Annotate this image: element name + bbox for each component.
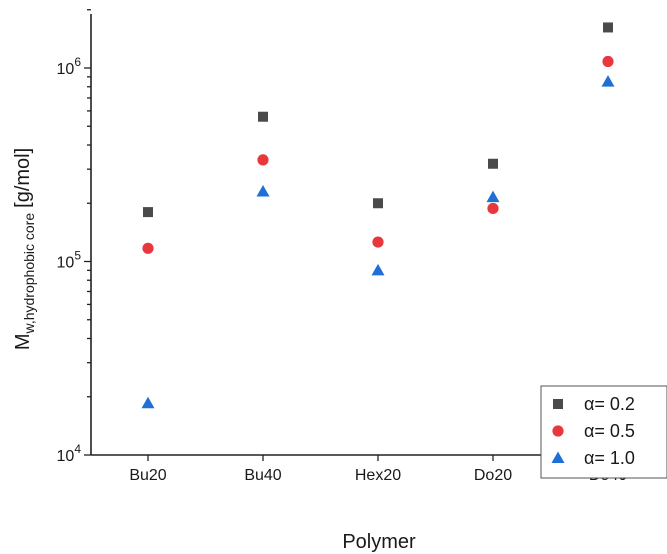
data-point [142, 242, 154, 254]
data-point [256, 185, 270, 197]
data-point [603, 22, 613, 33]
legend-items: α= 0.2 α= 0.5 α= 1.0 [551, 394, 635, 468]
legend-label: α= 0.2 [584, 394, 635, 414]
x-tick-label: Hex20 [355, 467, 401, 484]
y-axis-title-subscript: w,hydrophobic core [21, 213, 37, 335]
y-axis-title-unit: [g/mol] [12, 148, 34, 208]
data-point [487, 202, 499, 215]
y-axis-title: Mw,hydrophobic core [g/mol] [12, 148, 37, 350]
legend: α= 0.2 α= 0.5 α= 1.0 [540, 385, 667, 479]
x-axis-ticks: Bu20Bu40Hex20Do20Do40 [129, 455, 627, 484]
x-tick-label: Bu40 [244, 467, 281, 484]
legend-label: α= 1.0 [584, 448, 635, 468]
data-point [602, 55, 614, 68]
x-tick-label: Bu20 [129, 467, 166, 484]
legend-marker-circle [552, 425, 564, 437]
data-point [258, 111, 268, 122]
x-axis-title: Polymer [342, 531, 416, 553]
data-point [371, 263, 385, 276]
data-point [486, 190, 500, 203]
x-tick-label: Do20 [474, 467, 512, 484]
data-point [372, 236, 384, 248]
y-tick-label: 106 [57, 55, 82, 78]
series-triangle [141, 75, 615, 409]
data-point [601, 75, 615, 87]
legend-marker-square [553, 399, 563, 409]
data-point [488, 158, 498, 169]
series-circle [142, 55, 614, 254]
series-square [143, 22, 613, 218]
legend-marker-triangle [551, 451, 565, 463]
y-tick-label: 105 [57, 249, 82, 272]
y-tick-label: 104 [57, 442, 82, 465]
data-point [257, 154, 269, 166]
data-point [141, 396, 155, 409]
series-layer [141, 22, 615, 409]
y-axis-ticks: 104 105 106 [57, 9, 91, 465]
legend-label: α= 0.5 [584, 421, 635, 441]
data-point [373, 198, 383, 209]
y-axis-title-main: M [12, 334, 34, 351]
data-point [143, 207, 153, 218]
